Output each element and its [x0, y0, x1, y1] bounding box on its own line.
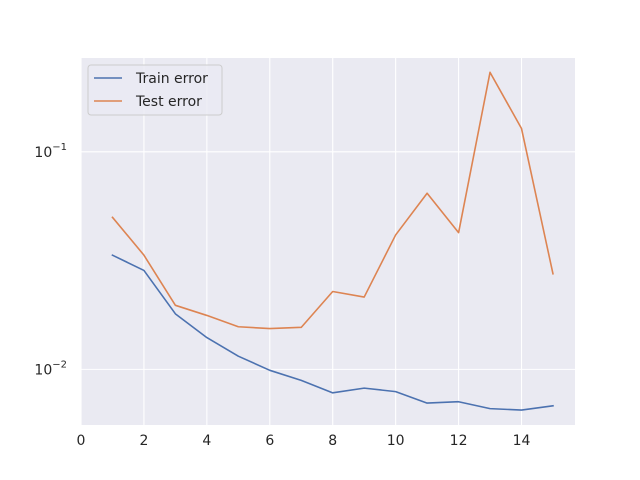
x-tick-label: 10 [387, 433, 405, 449]
x-tick-label: 6 [265, 433, 274, 449]
series-line-test-error [111, 71, 554, 330]
y-tick-label: 10−1 [34, 142, 67, 161]
x-tick-label: 14 [513, 433, 531, 449]
legend: Train error Test error [87, 64, 223, 116]
grid-lines [80, 58, 575, 425]
x-axis-ticks: 0 2 4 6 8 10 12 14 [77, 433, 531, 449]
x-tick-label: 0 [77, 433, 86, 449]
x-tick-label: 4 [202, 433, 211, 449]
y-axis-ticks: 10−2 10−1 [34, 142, 67, 379]
x-tick-label: 8 [328, 433, 337, 449]
x-tick-label: 12 [450, 433, 468, 449]
plot-area [81, 58, 575, 425]
y-tick-label: 10−2 [34, 359, 67, 378]
series-line-train-error [111, 254, 554, 411]
x-tick-label: 2 [139, 433, 148, 449]
legend-label: Train error [135, 71, 208, 87]
legend-label: Test error [135, 94, 202, 110]
series-layer [111, 71, 554, 411]
